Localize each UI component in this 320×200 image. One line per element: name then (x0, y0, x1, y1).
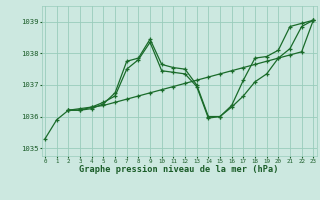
X-axis label: Graphe pression niveau de la mer (hPa): Graphe pression niveau de la mer (hPa) (79, 165, 279, 174)
